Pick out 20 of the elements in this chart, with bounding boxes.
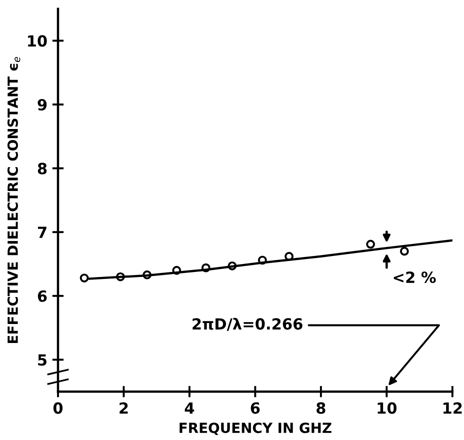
point: [366, 240, 376, 249]
y-tick-label: 7: [38, 226, 46, 238]
x-tick-label: 2: [120, 402, 128, 414]
point: [80, 274, 89, 282]
x-tick-label: 12: [443, 402, 462, 414]
y-tick-label: 10: [28, 35, 47, 47]
y-tick-label: 8: [38, 162, 47, 174]
x-tick-label: 0: [53, 402, 63, 414]
y-axis-title: EFFECTIVE DIELECTRIC CONSTANT ϵ$_{e}$: [7, 56, 20, 344]
x-tick-label: 4: [184, 402, 194, 414]
x-axis-title: FREQUENCY IN GHZ: [180, 422, 332, 435]
y-tick-label: 5: [38, 354, 47, 366]
x-tick-label: 6: [250, 402, 260, 414]
point: [400, 246, 409, 256]
x-tick-label: 10: [378, 402, 397, 414]
y-tick-label: 9: [38, 98, 47, 111]
x-tick-label: 8: [316, 402, 326, 414]
y-tick-label: 6: [38, 290, 47, 302]
annotation: <2 %: [394, 271, 436, 284]
annotation: 2πD/λ=0.266: [192, 318, 302, 331]
